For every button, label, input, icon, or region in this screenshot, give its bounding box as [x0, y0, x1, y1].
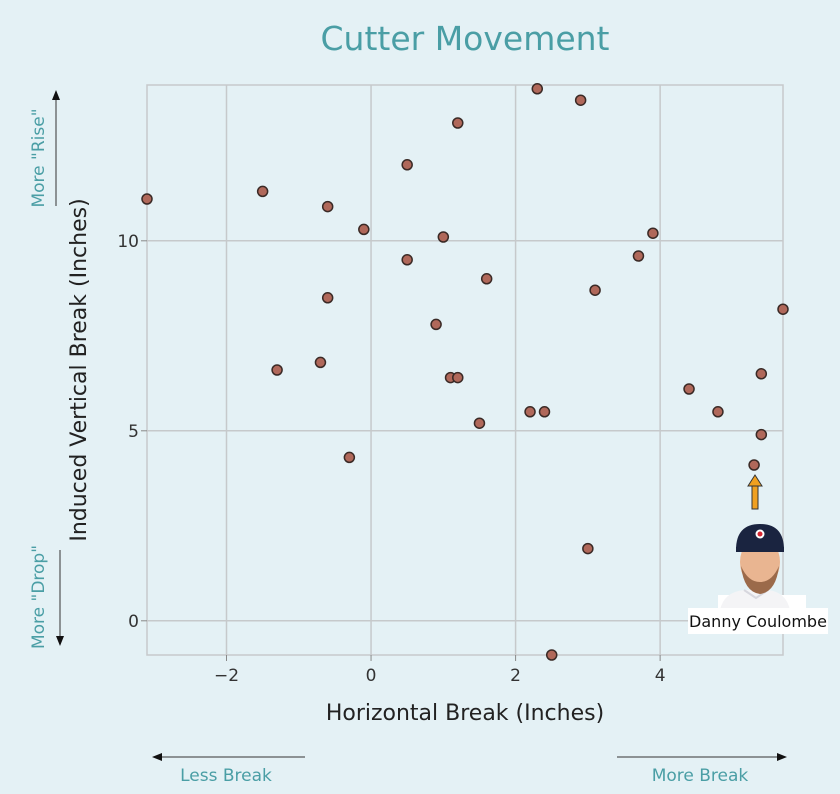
- x-tick-label: 2: [510, 666, 521, 686]
- data-point: [589, 284, 601, 296]
- data-point: [452, 371, 464, 384]
- x-tick-labels: −2 0 2 4: [214, 666, 666, 686]
- data-point: [582, 542, 594, 555]
- y-axis-label: Induced Vertical Break (Inches): [67, 198, 92, 541]
- data-point: [480, 273, 493, 285]
- data-point: [712, 406, 724, 418]
- data-point: [437, 231, 450, 243]
- player-avatar: [718, 524, 806, 610]
- data-point: [538, 406, 551, 418]
- highlight-arrow-icon: [747, 474, 763, 510]
- data-point: [777, 303, 789, 315]
- y-tick-label: 5: [128, 422, 139, 442]
- chart-title: Cutter Movement: [321, 19, 610, 58]
- less-break-arrow-head-icon: [152, 753, 162, 761]
- data-point: [531, 83, 544, 95]
- data-point: [473, 417, 486, 429]
- data-point: [683, 383, 695, 395]
- data-point: [321, 200, 334, 213]
- data-point: [574, 94, 587, 106]
- more-break-label: More Break: [652, 766, 749, 786]
- more-drop-label: More "Drop": [29, 545, 49, 649]
- data-point: [401, 254, 413, 266]
- data-point: [755, 368, 768, 380]
- player-name-box: [688, 608, 828, 634]
- x-tick-label: 0: [366, 666, 377, 686]
- data-point: [647, 227, 659, 239]
- x-tick-label: 4: [655, 666, 666, 686]
- data-point: [314, 356, 327, 369]
- x-axis-label: Horizontal Break (Inches): [326, 701, 604, 726]
- data-point: [256, 185, 269, 198]
- data-point: [401, 159, 413, 171]
- data-point: [524, 406, 536, 418]
- data-point: [755, 428, 768, 441]
- player-name-label: Danny Coulombe: [689, 612, 827, 631]
- plot-area: [146, 84, 784, 656]
- y-tick-labels: 0 5 10: [117, 232, 139, 632]
- data-point: [545, 649, 558, 661]
- data-point: [141, 193, 153, 205]
- drop-arrow-head-icon: [56, 636, 64, 646]
- y-tick-label: 0: [128, 612, 139, 632]
- data-point: [430, 318, 442, 331]
- data-point: [632, 250, 645, 262]
- more-break-arrow-head-icon: [777, 753, 787, 761]
- y-tick-label: 10: [117, 232, 139, 252]
- data-point: [271, 364, 283, 376]
- data-points: [141, 83, 789, 661]
- x-tick-label: −2: [214, 666, 239, 686]
- data-point: [343, 451, 356, 464]
- data-point: [321, 292, 334, 304]
- less-break-label: Less Break: [180, 766, 272, 786]
- data-point: [452, 117, 464, 129]
- data-point: [748, 459, 760, 471]
- more-rise-label: More "Rise": [29, 108, 49, 207]
- data-point: [358, 223, 370, 236]
- rise-arrow-head-icon: [52, 90, 60, 100]
- grid-lines: [141, 85, 783, 661]
